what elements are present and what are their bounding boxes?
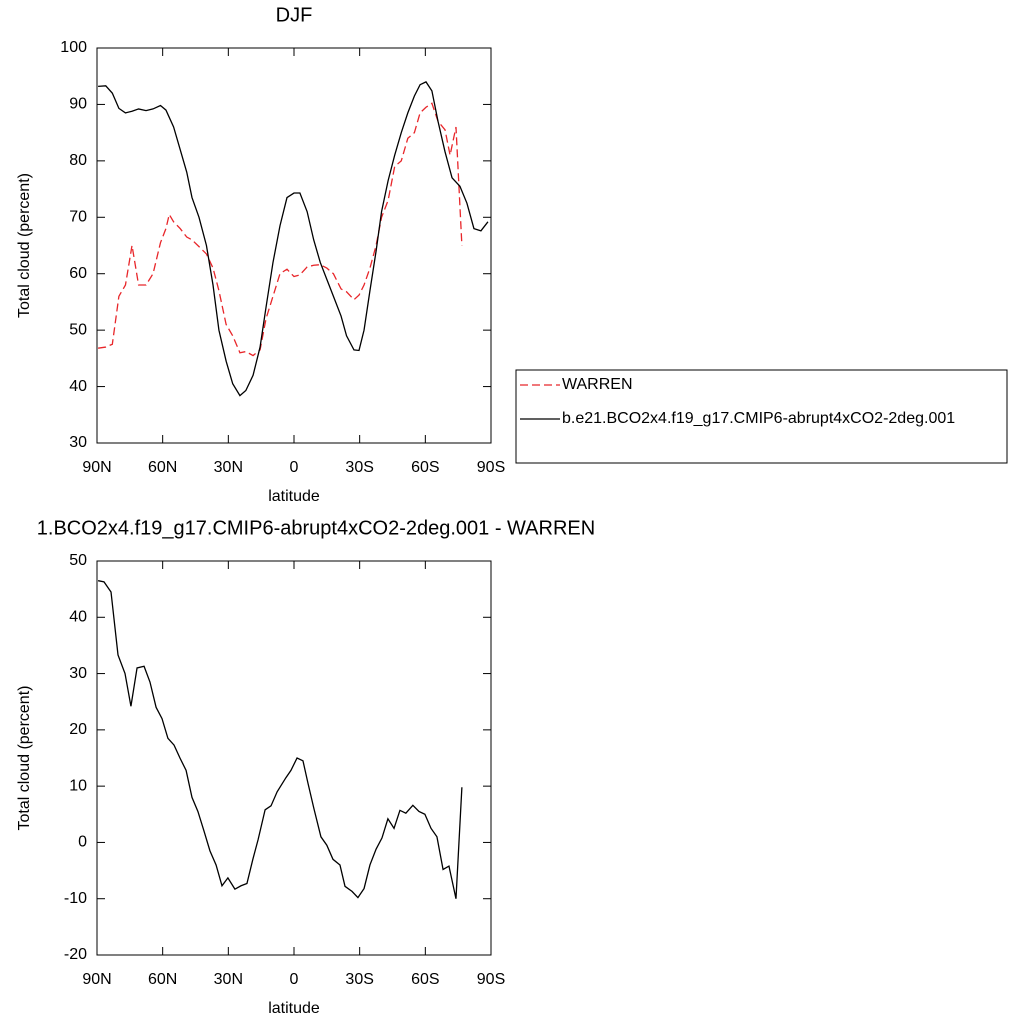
legend-label: WARREN	[562, 376, 633, 393]
y-tick-label: 30	[69, 665, 87, 682]
x-tick-label: 60S	[411, 459, 439, 476]
x-tick-label: 30S	[345, 459, 373, 476]
x-tick-label: 60N	[148, 971, 177, 988]
y-tick-label: 0	[78, 834, 87, 851]
x-tick-label: 90S	[477, 971, 505, 988]
y-tick-label: 30	[69, 434, 87, 451]
y-tick-label: 60	[69, 265, 87, 282]
x-tick-label: 90N	[82, 971, 111, 988]
x-axis-label: latitude	[268, 1000, 320, 1017]
legend-box	[515, 369, 1008, 464]
x-tick-label: 0	[290, 971, 299, 988]
x-tick-label: 60N	[148, 459, 177, 476]
legend-label: b.e21.BCO2x4.f19_g17.CMIP6-abrupt4xCO2-2…	[562, 410, 955, 427]
x-tick-label: 60S	[411, 971, 439, 988]
y-tick-label: 40	[69, 609, 87, 626]
data-line	[97, 580, 463, 899]
y-tick-label: 20	[69, 721, 87, 738]
y-tick-label: 50	[69, 321, 87, 338]
x-axis-label: latitude	[268, 488, 320, 505]
data-line	[97, 102, 463, 357]
x-tick-label: 30S	[345, 971, 373, 988]
data-line	[98, 81, 489, 397]
x-tick-label: 30N	[214, 459, 243, 476]
x-tick-label: 0	[290, 459, 299, 476]
y-tick-label: 40	[69, 378, 87, 395]
y-tick-label: 50	[69, 552, 87, 569]
y-tick-label: -10	[64, 890, 87, 907]
y-axis-label: Total cloud (percent)	[16, 173, 33, 318]
x-tick-label: 90S	[477, 459, 505, 476]
y-tick-label: 70	[69, 209, 87, 226]
y-tick-label: 80	[69, 152, 87, 169]
y-axis-label: Total cloud (percent)	[16, 686, 33, 831]
chart-title: 1.BCO2x4.f19_g17.CMIP6-abrupt4xCO2-2deg.…	[37, 517, 595, 539]
y-tick-label: -20	[64, 946, 87, 963]
chart-title: DJF	[276, 4, 313, 26]
plot-frame	[96, 560, 492, 956]
y-tick-label: 100	[60, 39, 87, 56]
y-tick-label: 90	[69, 96, 87, 113]
x-tick-label: 90N	[82, 459, 111, 476]
x-tick-label: 30N	[214, 971, 243, 988]
y-tick-label: 10	[69, 777, 87, 794]
